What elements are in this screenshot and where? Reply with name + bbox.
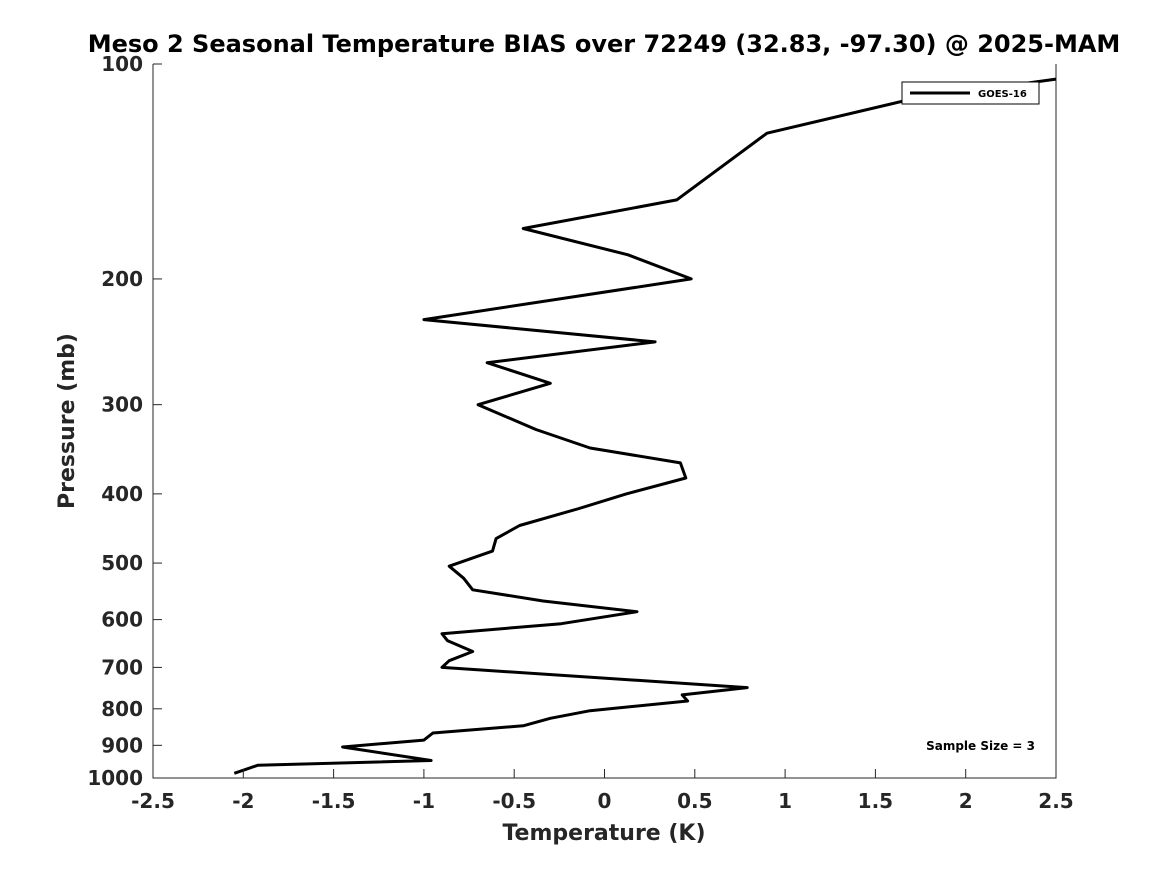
x-tick-label: 2 — [959, 789, 973, 813]
x-axis-label: Temperature (K) — [502, 821, 705, 846]
x-tick-label: -1 — [413, 789, 435, 813]
plot-area — [152, 64, 1057, 779]
x-tick-label: 0.5 — [677, 789, 712, 813]
y-tick-label: 700 — [101, 655, 143, 679]
sample-size-annotation: Sample Size = 3 — [926, 739, 1035, 753]
y-tick-label: 200 — [101, 267, 143, 291]
y-tick-label: 500 — [101, 551, 143, 575]
legend-box — [901, 81, 1040, 105]
y-axis: 100 200 300 400 500 600 700 800 900 1000 — [87, 52, 162, 790]
x-tick-label: -1.5 — [312, 789, 356, 813]
x-axis: -2.5 -2 -1.5 -1 -0.5 0 0.5 1 1.5 2 2.5 — [131, 769, 1074, 813]
y-tick-label: 300 — [101, 393, 143, 417]
y-tick-label: 600 — [101, 608, 143, 632]
x-tick-label: 1 — [778, 789, 792, 813]
legend-entry-goes-16: GOES-16 — [978, 89, 1027, 100]
x-tick-label: -0.5 — [492, 789, 536, 813]
y-tick-label: 800 — [101, 697, 143, 721]
y-tick-label: 400 — [101, 482, 143, 506]
chart-title: Meso 2 Seasonal Temperature BIAS over 72… — [88, 30, 1121, 58]
y-tick-label: 900 — [101, 733, 143, 757]
y-axis-label: Pressure (mb) — [55, 333, 80, 509]
series-line-goes-16 — [233, 77, 1057, 775]
y-tick-label: 100 — [101, 52, 143, 76]
x-tick-label: 2.5 — [1038, 789, 1073, 813]
y-tick-label: 1000 — [87, 766, 143, 790]
x-tick-label: 1.5 — [858, 789, 893, 813]
legend: GOES-16 — [901, 81, 1040, 105]
x-tick-label: -2.5 — [131, 789, 175, 813]
axes-frame — [152, 64, 1057, 779]
x-tick-label: 0 — [598, 789, 612, 813]
x-tick-label: -2 — [232, 789, 254, 813]
